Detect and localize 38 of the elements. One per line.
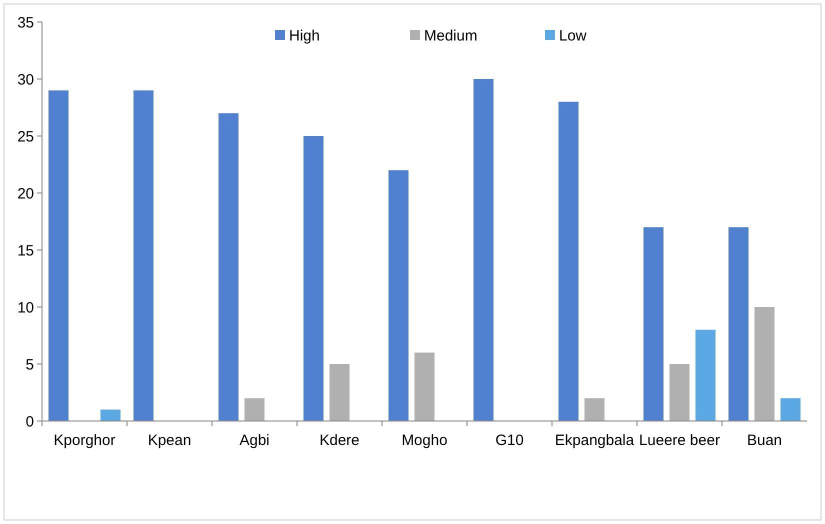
y-tick-label: 35 (17, 14, 34, 32)
bar (100, 410, 120, 421)
y-tick-label: 30 (17, 71, 34, 88)
bar (388, 170, 408, 421)
bar (670, 364, 690, 421)
x-tick-label: Kdere (319, 432, 360, 449)
x-tick-label: Agbi (239, 432, 270, 449)
bar (218, 113, 238, 421)
legend-label: Medium (424, 27, 478, 44)
legend-label: Low (559, 27, 587, 44)
x-tick-label: Kporghor (54, 432, 116, 449)
x-tick-label: Ekpangbala (554, 432, 635, 449)
y-tick-label: 10 (17, 299, 34, 316)
x-tick-label: Mogho (402, 432, 448, 449)
bar (474, 79, 494, 421)
bar (304, 136, 324, 421)
bar (414, 352, 434, 421)
bar (728, 227, 748, 421)
bar (48, 90, 68, 421)
legend-label: High (289, 27, 320, 44)
x-tick-label: Lueere beer (639, 432, 720, 449)
bar (558, 102, 578, 421)
bar (134, 90, 154, 421)
y-tick-label: 15 (17, 242, 34, 260)
bar (584, 398, 604, 421)
bar (244, 398, 264, 421)
bar (754, 307, 774, 421)
bar (330, 364, 350, 421)
x-tick-label: G10 (495, 432, 524, 449)
y-tick-label: 5 (26, 356, 34, 374)
bar (696, 330, 716, 421)
bar (644, 227, 664, 421)
y-tick-label: 25 (17, 128, 34, 146)
y-tick-label: 20 (17, 185, 34, 202)
y-tick-label: 0 (26, 413, 34, 430)
bar (780, 398, 800, 421)
x-tick-label: Kpean (148, 432, 192, 449)
x-tick-label: Buan (746, 432, 782, 449)
